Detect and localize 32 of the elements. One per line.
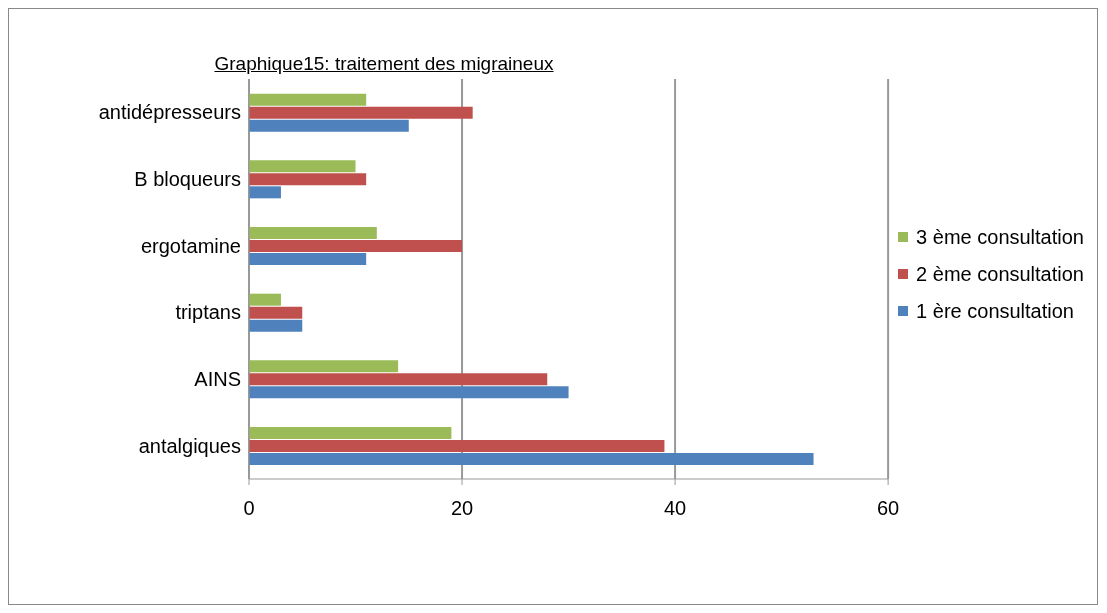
bar	[249, 306, 303, 319]
y-tick-label: B bloqueurs	[134, 168, 241, 191]
y-tick-label: AINS	[194, 368, 241, 391]
bar	[249, 360, 399, 373]
bar	[249, 319, 303, 332]
y-tick-label: ergotamine	[140, 234, 241, 257]
y-tick-label: antalgiques	[138, 434, 241, 457]
bar	[249, 253, 367, 265]
x-tick-label: 0	[243, 497, 255, 520]
bar	[249, 160, 356, 173]
bar	[249, 453, 814, 465]
bar	[249, 240, 463, 252]
chart-title: Graphique15: traitement des migraineux	[213, 53, 555, 75]
bar	[249, 427, 452, 439]
y-tick-label: triptans	[175, 301, 241, 324]
legend-label: 2 ème consultation	[916, 262, 1084, 286]
bar	[249, 373, 548, 386]
bar	[249, 106, 473, 119]
bar	[249, 173, 367, 186]
bar	[249, 186, 281, 199]
y-tick-label: antidépresseurs	[98, 101, 241, 124]
legend-label: 1 ère consultation	[916, 299, 1074, 323]
bar	[249, 227, 377, 239]
bar	[249, 93, 367, 106]
x-tick-label: 60	[876, 497, 900, 520]
bar	[249, 293, 281, 306]
x-tick-label: 40	[663, 497, 687, 520]
x-tick-label: 20	[450, 497, 474, 520]
bar	[249, 119, 409, 132]
bar	[249, 440, 665, 452]
legend-label: 3 ème consultation	[916, 225, 1084, 249]
bar	[249, 386, 569, 399]
